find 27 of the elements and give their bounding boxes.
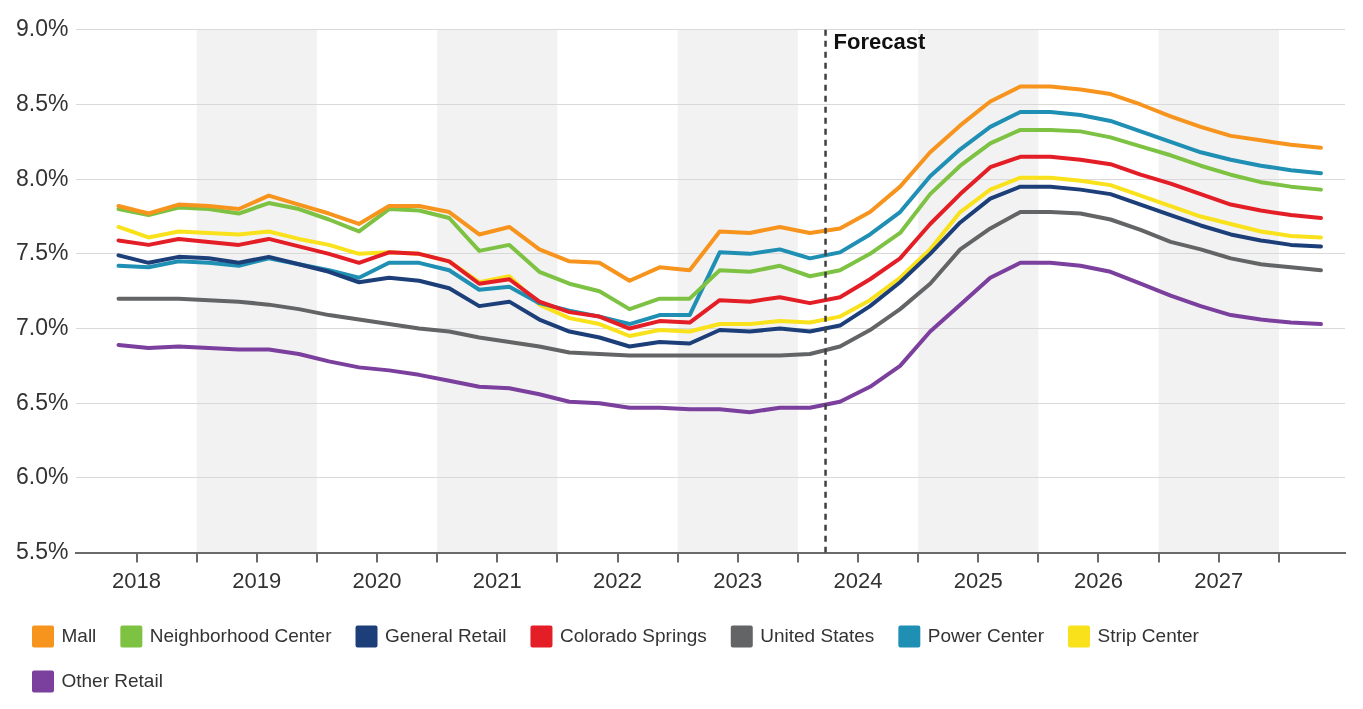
y-tick-label: 6.5% bbox=[15, 388, 69, 415]
y-tick-label: 7.0% bbox=[15, 313, 69, 340]
y-tick-label: 9.0% bbox=[15, 15, 69, 42]
legend-label: Other Retail bbox=[61, 669, 163, 691]
ref-line-label: Forecast bbox=[833, 28, 926, 54]
x-tick-label: 2024 bbox=[833, 567, 883, 593]
legend-label: Neighborhood Center bbox=[149, 624, 333, 646]
x-tick-label: 2018 bbox=[112, 567, 162, 593]
x-tick-label: 2025 bbox=[953, 567, 1003, 593]
x-tick-label: 2019 bbox=[232, 567, 282, 593]
y-tick-label: 8.0% bbox=[15, 164, 69, 191]
legend-label: United States bbox=[760, 624, 875, 646]
x-tick-label: 2027 bbox=[1194, 567, 1244, 593]
x-tick-label: 2021 bbox=[472, 567, 522, 593]
y-tick-label: 8.5% bbox=[15, 89, 69, 116]
legend-label: General Retail bbox=[385, 624, 507, 646]
y-tick-label: 7.5% bbox=[15, 239, 69, 266]
x-tick-label: 2026 bbox=[1074, 567, 1123, 593]
y-tick-label: 6.0% bbox=[15, 463, 69, 490]
legend-label: Colorado Springs bbox=[559, 624, 707, 646]
legend-label: Strip Center bbox=[1097, 624, 1200, 646]
x-tick-label: 2023 bbox=[713, 567, 763, 593]
x-tick-label: 2022 bbox=[593, 567, 642, 593]
legend-label: Power Center bbox=[927, 624, 1045, 646]
y-tick-label: 5.5% bbox=[15, 537, 69, 564]
x-tick-label: 2020 bbox=[352, 567, 402, 593]
legend-label: Mall bbox=[61, 624, 97, 646]
